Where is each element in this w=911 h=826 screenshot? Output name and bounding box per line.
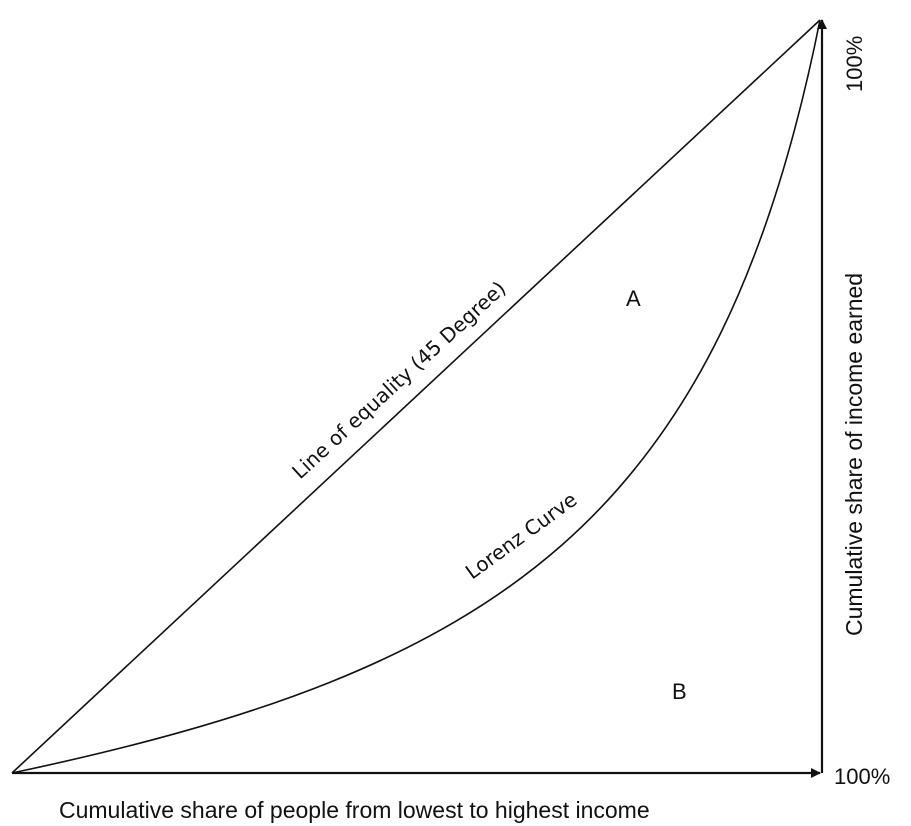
y-axis-end-tick: 100% bbox=[842, 36, 867, 92]
lorenz-curve-label: Lorenz Curve bbox=[461, 487, 582, 584]
x-axis-title: Cumulative share of people from lowest t… bbox=[59, 797, 650, 823]
line-of-equality bbox=[11, 19, 821, 774]
equality-line-label: Line of equality (45 Degree) bbox=[287, 276, 510, 484]
region-a-label: A bbox=[626, 286, 641, 311]
region-b-label: B bbox=[672, 679, 687, 704]
y-axis-title: Cumulative share of income earned bbox=[841, 273, 867, 636]
x-axis-end-tick: 100% bbox=[834, 764, 890, 789]
lorenz-curve bbox=[11, 19, 821, 774]
